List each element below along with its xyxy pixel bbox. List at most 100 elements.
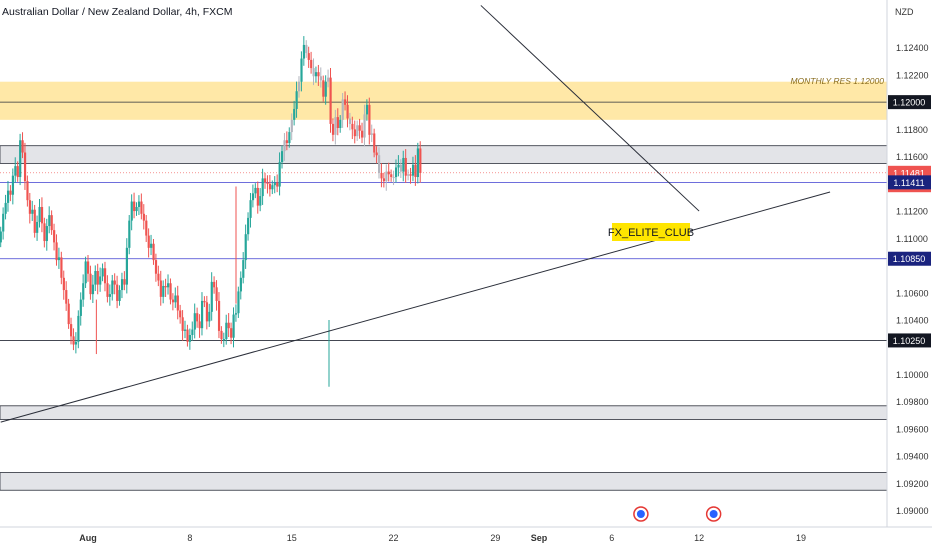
candle-body (402, 157, 405, 172)
candle-body (16, 166, 19, 178)
candle-body (137, 201, 141, 207)
candle-body (181, 317, 184, 331)
candle-body (120, 279, 124, 291)
candle-body (210, 281, 213, 312)
candle-body (249, 200, 252, 218)
price-tags: 1.120001.1148103:58:211.114111.108501.10… (888, 95, 931, 348)
watermark-badge (612, 223, 690, 241)
candle-body (94, 270, 97, 285)
candle-body (232, 314, 235, 338)
candle-body (150, 243, 153, 248)
candle-body (225, 322, 228, 340)
candle-body (215, 287, 218, 301)
candle-body (87, 261, 90, 274)
price-tag-label: 1.12000 (893, 98, 926, 108)
price-tag-label: 1.11411 (893, 178, 924, 188)
gray-box-zone-1 (0, 145, 888, 164)
candle-body (140, 201, 143, 214)
trendlines-layer (0, 5, 831, 423)
price-tag-box (888, 175, 931, 190)
candle-body (361, 130, 364, 138)
candle-body (244, 234, 247, 261)
candle-body (307, 53, 310, 60)
candle-body (4, 202, 7, 214)
candle-body (26, 181, 29, 201)
candle-body (67, 303, 70, 325)
candle-body (191, 329, 194, 335)
candle-body (312, 68, 315, 77)
candle-body (57, 257, 61, 261)
candle-body (74, 341, 78, 345)
candle-body (48, 215, 51, 227)
chart-title: Australian Dollar / New Zealand Dollar, … (2, 6, 233, 18)
candle-body (283, 140, 286, 152)
price-axis-tick: 1.11800 (896, 125, 928, 135)
candle-body (300, 58, 303, 82)
candle-body (314, 72, 318, 77)
candle-body (188, 334, 192, 342)
candle-body (239, 277, 242, 292)
candle-body (193, 313, 196, 330)
time-axis-tick: Aug (79, 533, 97, 543)
candle-body (375, 152, 378, 156)
candle-body (167, 283, 170, 288)
price-axis-tick: 1.09400 (896, 452, 929, 462)
candle-body (135, 206, 138, 212)
candle-body (21, 140, 24, 153)
candle-body (234, 313, 238, 315)
candle-body (363, 114, 366, 138)
candle-body (353, 129, 356, 137)
candle-body (133, 201, 136, 212)
candle-body (152, 243, 155, 261)
candle-body (256, 187, 259, 206)
candle-body (385, 171, 388, 182)
candle-body (40, 206, 44, 224)
candle-body (319, 76, 322, 81)
candle-body (53, 230, 56, 243)
candle-body (145, 220, 148, 236)
candle-body (411, 164, 415, 176)
candle-body (96, 270, 99, 285)
candle-body (60, 257, 63, 278)
candle-body (2, 213, 5, 232)
time-axis-tick: 8 (187, 533, 192, 543)
price-axis-tick: 1.10600 (896, 288, 929, 298)
price-axis[interactable]: 1.12400 1.12200 1.11800 1.11600 1.11200 1.110… (896, 43, 929, 516)
candle-body (28, 200, 31, 214)
time-axis-tick: 6 (609, 533, 614, 543)
candle-body (414, 164, 417, 178)
candle-body (322, 80, 325, 97)
price-axis-tick: 1.09800 (896, 397, 929, 407)
price-tag-label: 1.11481 (893, 168, 925, 178)
candle-body (142, 213, 145, 221)
candle-body (0, 231, 2, 243)
price-axis-tick: 1.11600 (896, 152, 928, 162)
candle-body (237, 291, 240, 314)
gray-box-zone-2 (0, 405, 888, 420)
candle-body (329, 77, 332, 124)
candle-body (392, 177, 395, 179)
time-axis[interactable]: Aug 8 15 22 29 Sep 6 12 19 (79, 533, 806, 543)
candle-body (266, 182, 269, 184)
candle-body (247, 217, 250, 235)
candle-body (198, 321, 201, 329)
candle-body (116, 284, 119, 301)
candle-body (33, 209, 36, 233)
candle-body (278, 162, 281, 187)
candle-body (230, 328, 233, 338)
price-axis-tick: 1.10400 (896, 316, 929, 326)
candle-body (404, 157, 407, 176)
gray-box-zone-3 (0, 472, 888, 491)
candle-body (113, 280, 116, 285)
candle-body (38, 206, 41, 222)
candle-body (351, 123, 354, 130)
candle-body (394, 167, 398, 178)
price-axis-tick: 1.09600 (896, 424, 929, 434)
candle-body (123, 279, 126, 285)
candle-body (174, 295, 177, 303)
candle-body (261, 178, 264, 197)
candle-body (205, 302, 209, 322)
candle-body (302, 44, 306, 59)
